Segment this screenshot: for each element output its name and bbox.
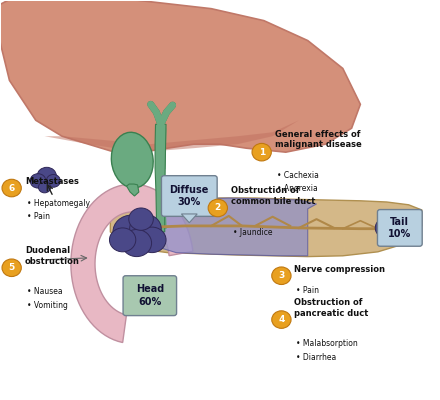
Polygon shape xyxy=(44,120,299,152)
Polygon shape xyxy=(181,214,197,223)
Text: Nerve compression: Nerve compression xyxy=(293,265,385,274)
Circle shape xyxy=(386,224,405,242)
Text: • Hepatomegaly: • Hepatomegaly xyxy=(27,199,90,208)
Text: Head
60%: Head 60% xyxy=(136,284,164,307)
Text: 4: 4 xyxy=(278,315,285,324)
Text: General effects of
malignant disease: General effects of malignant disease xyxy=(275,130,362,149)
Polygon shape xyxy=(150,198,316,256)
Text: • Pain: • Pain xyxy=(27,212,50,221)
Circle shape xyxy=(208,199,227,217)
Circle shape xyxy=(46,174,60,187)
Text: 2: 2 xyxy=(215,204,221,212)
Text: • Cachexia: • Cachexia xyxy=(277,171,319,180)
Text: Obstruction of
pancreatic duct: Obstruction of pancreatic duct xyxy=(293,298,368,318)
Circle shape xyxy=(122,230,151,257)
Circle shape xyxy=(2,179,21,197)
Circle shape xyxy=(30,174,46,188)
Circle shape xyxy=(138,227,166,253)
Text: Diffuse
30%: Diffuse 30% xyxy=(169,185,209,207)
Text: • Nausea: • Nausea xyxy=(27,287,62,296)
Text: Duodenal
obstruction: Duodenal obstruction xyxy=(25,246,80,266)
Text: • Pain: • Pain xyxy=(296,286,319,296)
Circle shape xyxy=(38,182,51,193)
FancyBboxPatch shape xyxy=(123,276,176,316)
Text: Metastases: Metastases xyxy=(25,177,79,186)
Text: • Vomiting: • Vomiting xyxy=(27,301,68,310)
Text: • Diarrhea: • Diarrhea xyxy=(296,353,336,362)
Circle shape xyxy=(252,143,271,161)
Circle shape xyxy=(272,267,291,284)
Polygon shape xyxy=(110,198,422,257)
Circle shape xyxy=(375,218,398,238)
Circle shape xyxy=(130,214,161,243)
Circle shape xyxy=(37,167,56,185)
Polygon shape xyxy=(0,0,360,152)
Circle shape xyxy=(110,228,136,252)
FancyBboxPatch shape xyxy=(161,176,217,216)
Text: 5: 5 xyxy=(8,263,15,272)
Polygon shape xyxy=(127,184,139,196)
FancyBboxPatch shape xyxy=(378,210,422,246)
Text: • Malabsorption: • Malabsorption xyxy=(296,339,358,348)
Polygon shape xyxy=(71,184,193,342)
Text: • Anorexia: • Anorexia xyxy=(277,184,318,194)
Text: Obstruction of
common bile duct: Obstruction of common bile duct xyxy=(231,186,315,206)
Text: Tail
10%: Tail 10% xyxy=(388,217,411,239)
Circle shape xyxy=(272,311,291,328)
Circle shape xyxy=(129,208,153,230)
Circle shape xyxy=(113,215,150,249)
Text: 3: 3 xyxy=(278,271,285,280)
Text: 1: 1 xyxy=(259,148,265,157)
Circle shape xyxy=(2,259,21,276)
Polygon shape xyxy=(155,124,166,232)
Ellipse shape xyxy=(111,132,153,188)
Text: 6: 6 xyxy=(8,184,15,192)
Text: • Jaundice: • Jaundice xyxy=(233,228,273,236)
